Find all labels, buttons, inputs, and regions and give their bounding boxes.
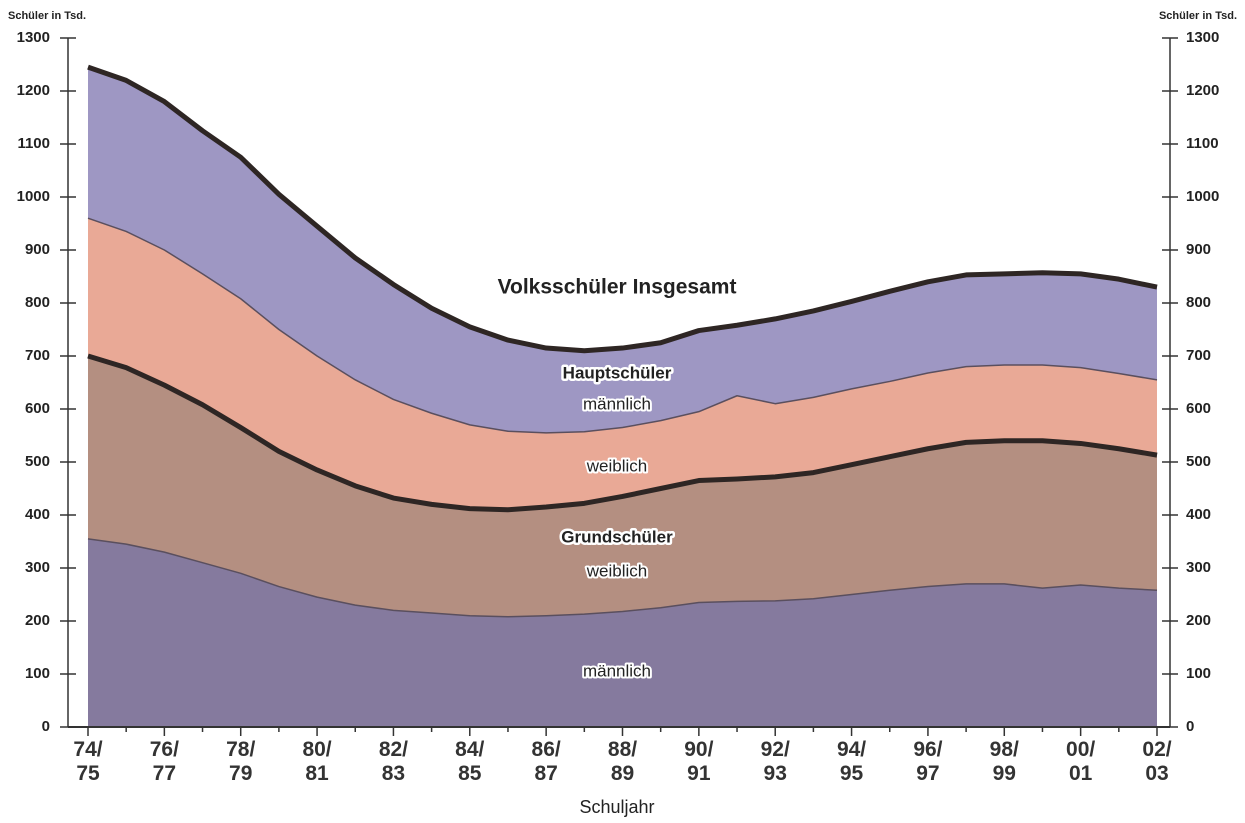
x-tick-label: 80/ 81 [302, 738, 332, 785]
x-tick-label: 78/ 79 [226, 738, 256, 785]
x-tick-label: 82/ 83 [378, 738, 409, 785]
x-tick-label: 86/ 87 [531, 738, 561, 785]
x-tick-label: 90/ 91 [684, 738, 714, 785]
y2-tick-label: 500 [1186, 453, 1211, 470]
y2-tick-label: 900 [1186, 241, 1211, 258]
y2-tick-label: 0 [1186, 718, 1194, 735]
y-tick-label: 1000 [17, 188, 50, 205]
area [88, 538, 1157, 727]
y-tick-label: 100 [25, 665, 50, 682]
y2-tick-label: 100 [1186, 665, 1211, 682]
annotation: männlich [583, 394, 651, 413]
x-tick-label: 92/ 93 [760, 738, 790, 785]
y-tick-label: 700 [25, 347, 50, 364]
y-tick-label: 300 [25, 559, 50, 576]
y-tick-label: 0 [42, 718, 50, 735]
annotation: weiblich [586, 456, 647, 475]
y-axis-label: Schüler in Tsd. [8, 10, 86, 22]
y2-tick-label: 300 [1186, 559, 1211, 576]
y2-tick-label: 1200 [1186, 82, 1219, 99]
y-tick-label: 900 [25, 241, 50, 258]
boundary-line [87, 353, 1158, 513]
x-tick-label: 00/ 01 [1066, 738, 1096, 785]
x-tick-label: 98/ 99 [989, 738, 1019, 785]
annotation: Hauptschüler [563, 363, 672, 382]
annotation: Grundschüler [561, 527, 673, 546]
x-tick-label: 88/ 89 [607, 738, 638, 785]
annotation: männlich [583, 661, 651, 680]
y2-tick-label: 800 [1186, 294, 1211, 311]
x-tick-label: 84/ 85 [455, 738, 485, 785]
y2-tick-label: 400 [1186, 506, 1211, 523]
x-tick-label: 94/ 95 [836, 738, 867, 785]
y-tick-label: 1100 [17, 135, 50, 152]
y-tick-label: 200 [25, 612, 50, 629]
boundary-line [87, 64, 1158, 354]
y2-tick-label: 700 [1186, 347, 1211, 364]
y2-tick-label: 1300 [1186, 29, 1219, 46]
x-tick-label: 76/ 77 [149, 738, 179, 785]
area [88, 218, 1157, 510]
y2-axis-label: Schüler in Tsd. [1159, 10, 1237, 22]
annotation: weiblich [586, 561, 647, 580]
boundary-line [87, 538, 1158, 618]
boundary-line [87, 217, 1158, 434]
y-tick-label: 500 [25, 453, 50, 470]
y2-tick-label: 1000 [1186, 188, 1219, 205]
x-tick-label: 02/ 03 [1142, 738, 1172, 785]
y2-tick-label: 600 [1186, 400, 1211, 417]
y-tick-label: 1200 [17, 82, 50, 99]
y-tick-label: 800 [25, 294, 50, 311]
x-axis-label: Schuljahr [579, 797, 654, 817]
annotation: Volksschüler Insgesamt [498, 276, 737, 299]
y2-tick-label: 1100 [1186, 135, 1219, 152]
area [88, 356, 1157, 617]
area [88, 67, 1157, 433]
y2-tick-label: 200 [1186, 612, 1211, 629]
y-tick-label: 1300 [17, 29, 50, 46]
x-tick-label: 96/ 97 [913, 738, 943, 785]
x-tick-label: 74/ 75 [73, 738, 103, 785]
y-tick-label: 400 [25, 506, 50, 523]
y-tick-label: 600 [25, 400, 50, 417]
